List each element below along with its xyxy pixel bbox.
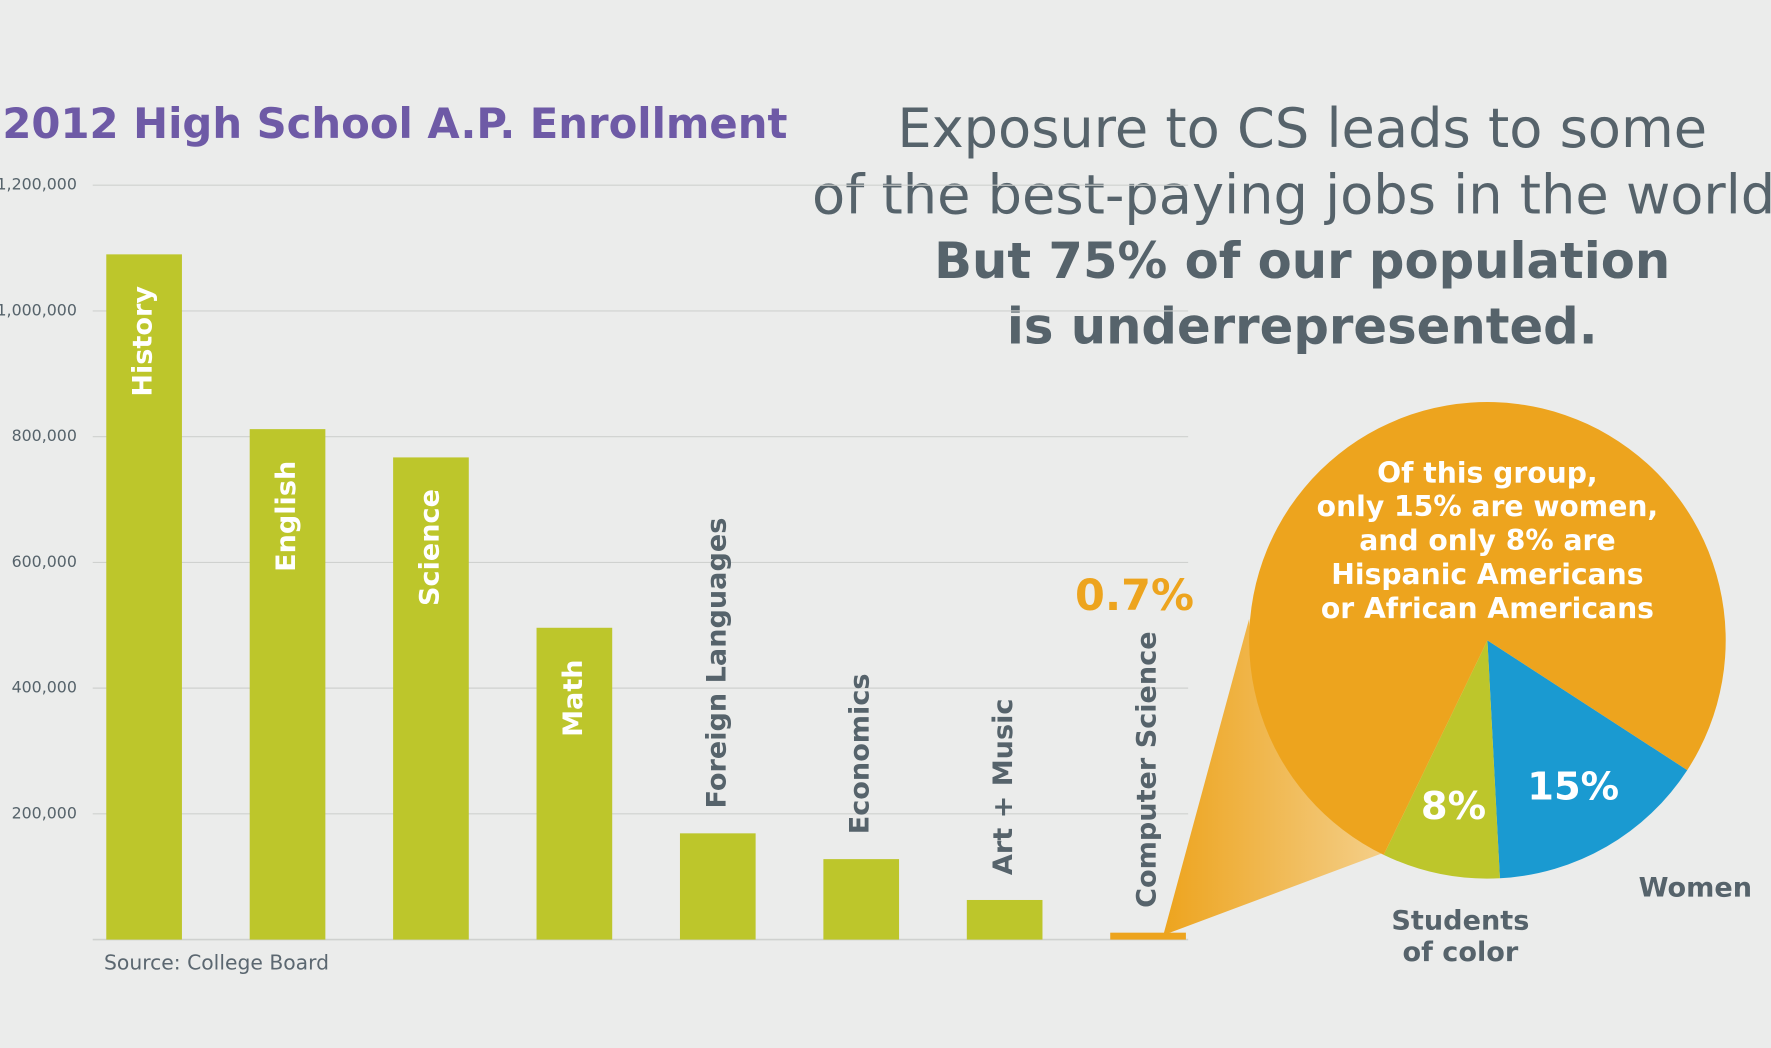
category-label: Computer Science [1132,631,1163,908]
category-label: Women [1638,872,1753,904]
y-tick-label: 1,200,000 [0,175,77,194]
pie-slice [1383,640,1500,879]
bar [536,627,613,940]
y-tick-label: 600,000 [12,552,77,571]
y-tick-label: 400,000 [12,678,77,697]
pie-annotation: or African Americans [1321,592,1654,625]
category-label: English [271,461,302,572]
pie-slice [1487,640,1688,879]
y-tick-label: 1,000,000 [0,300,77,319]
source: Source: College Board [104,950,329,974]
category-label: Foreign Languages [701,518,732,809]
y-tick-label: 200,000 [12,803,77,822]
headline-line: is underrepresented. [1007,297,1598,355]
pie-chart: 15% Women 8% Students of color Of this group… [1249,402,1753,969]
headline-line: Exposure to CS leads to some [897,97,1707,160]
y-tick-label: 800,000 [12,426,77,445]
pie-annotation: and only 8% are [1359,524,1615,557]
value-label: 8% [1421,784,1486,829]
category-label: Students of color [1391,904,1530,969]
bar [1110,932,1186,940]
pie-slice [1249,402,1726,855]
bar [249,429,326,940]
category-label: Science [414,489,445,606]
category-label: Math [558,659,589,737]
pie-annotation: only 15% are women, [1317,490,1658,523]
connector [1163,618,1387,936]
pie-annotation: Of this group, [1377,456,1597,489]
bar [823,859,900,940]
annotation: 0.7% [1075,571,1194,621]
headline-line: But 75% of our population [934,232,1670,290]
chart-title: 2012 High School A.P. Enrollment [2,99,787,148]
category-label-text: Women [1638,872,1753,904]
category-label-text: Students of color [1391,904,1530,969]
pie-annotation: Hispanic Americans [1331,558,1643,591]
bar [106,254,182,940]
category-label: Economics [845,673,876,834]
category-label: Art + Music [988,699,1019,876]
value-label: 15% [1527,764,1619,809]
bar-chart: 200,000 400,000 600,000 800,000 1,000,000 1,2… [0,175,1194,941]
headline: Exposure to CS leads to some of the best… [812,97,1771,355]
category-label: History [128,286,159,397]
headline-line: of the best-paying jobs in the world. [812,163,1771,226]
bar [393,457,469,940]
bar [679,833,756,940]
bar [966,899,1043,940]
